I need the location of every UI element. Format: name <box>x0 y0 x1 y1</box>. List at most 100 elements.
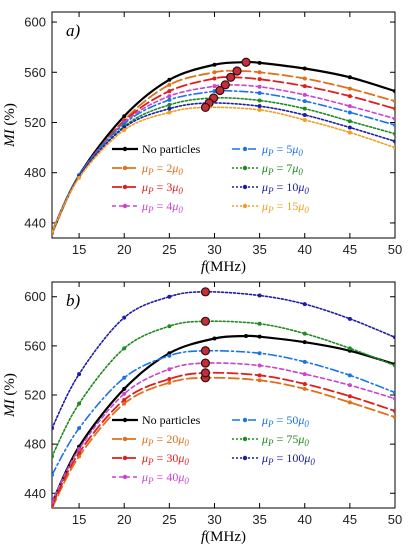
text-span: 0 <box>304 186 309 196</box>
data-point <box>167 294 172 299</box>
text-span: μ <box>261 161 268 175</box>
data-point <box>302 84 307 89</box>
text-span: = <box>274 199 287 213</box>
text-span: 0 <box>184 438 189 448</box>
legend-label: No particles <box>142 142 201 156</box>
text-span: μ <box>261 432 268 446</box>
legend-item: μP = 15μ0 <box>232 199 309 215</box>
text-span: 0 <box>304 419 309 429</box>
text-span: P <box>147 476 154 486</box>
text-span: 0 <box>178 167 183 177</box>
series-5 <box>52 316 395 459</box>
data-point <box>302 92 307 97</box>
x-tick-label: 40 <box>298 512 312 527</box>
text-span: μ <box>261 413 268 427</box>
text-span: μ <box>141 199 148 213</box>
y-tick-label: 560 <box>24 65 46 80</box>
x-tick-label: 25 <box>162 512 176 527</box>
data-point <box>302 106 307 111</box>
peak-marker <box>226 72 236 82</box>
text-span: (MHz) <box>205 259 246 275</box>
data-point <box>302 302 307 307</box>
data-point <box>52 426 54 431</box>
text-span: = <box>154 161 167 175</box>
text-span: 2 <box>166 161 172 175</box>
data-point <box>167 367 172 372</box>
legend-label: μP = 50μ0 <box>261 413 309 429</box>
text-span: 30 <box>166 451 178 465</box>
x-tick-label: 35 <box>252 242 266 257</box>
data-point <box>122 346 127 351</box>
data-point <box>52 472 54 477</box>
data-point <box>244 334 249 339</box>
data-point <box>257 90 262 95</box>
data-point <box>212 336 217 341</box>
legend-item: μP = 5μ0 <box>232 142 303 158</box>
data-point <box>212 84 217 89</box>
series-line <box>52 69 395 234</box>
x-tick-label: 40 <box>298 242 312 257</box>
data-point <box>302 117 307 122</box>
text-span: P <box>147 167 154 177</box>
data-point <box>393 116 395 121</box>
series-line <box>52 106 395 233</box>
data-point <box>302 112 307 117</box>
legend-label: μP = 15μ0 <box>261 199 309 215</box>
text-span: = <box>154 432 167 446</box>
legend-label: No particles <box>142 413 201 427</box>
text-span: 75 <box>286 432 298 446</box>
text-span: μ <box>297 180 304 194</box>
x-tick-label: 50 <box>388 242 402 257</box>
legend-swatch-marker <box>122 146 128 152</box>
data-point <box>167 353 172 358</box>
legend-swatch-marker <box>122 417 128 423</box>
text-span: = <box>274 451 287 465</box>
legend-label: μP = 7μ0 <box>261 161 303 177</box>
legend-item: No particles <box>112 142 201 156</box>
data-point <box>77 401 82 406</box>
data-point <box>77 372 82 377</box>
series-line <box>52 89 395 233</box>
text-span: P <box>267 167 274 177</box>
text-span: 0 <box>178 205 183 215</box>
x-tick-label: 45 <box>343 242 357 257</box>
text-span: 0 <box>298 167 303 177</box>
data-point <box>257 321 262 326</box>
data-point <box>347 125 352 130</box>
data-point <box>257 77 262 82</box>
text-span: μ <box>141 432 148 446</box>
series-line <box>52 60 395 235</box>
text-span: μ <box>297 413 304 427</box>
data-point <box>257 293 262 298</box>
text-span: μ <box>141 470 148 484</box>
text-span: μ <box>171 161 178 175</box>
x-axis-label: f(MHz) <box>201 259 246 275</box>
text-span: P <box>267 457 274 467</box>
text-span: = <box>274 180 287 194</box>
legend-item: μP = 7μ0 <box>232 161 303 177</box>
data-point <box>302 386 307 391</box>
peak-marker <box>200 358 211 368</box>
legend-swatch-marker <box>242 436 248 442</box>
data-point <box>393 408 395 413</box>
panel-label: b) <box>66 291 81 310</box>
text-span: P <box>267 419 274 429</box>
legend-swatch-marker <box>122 165 128 171</box>
y-tick-label: 520 <box>24 115 46 130</box>
peak-marker <box>200 316 211 326</box>
series-5 <box>52 93 395 234</box>
peak-marker <box>200 287 211 297</box>
plot-area <box>52 287 395 508</box>
series-line <box>52 320 395 458</box>
x-tick-label: 45 <box>343 512 357 527</box>
plot-frame <box>51 11 396 239</box>
data-point <box>122 401 127 406</box>
x-tick-label: 15 <box>72 512 86 527</box>
legend-label: μP = 30μ0 <box>141 451 189 467</box>
text-span: 15 <box>286 199 298 213</box>
legend-item: No particles <box>112 413 201 427</box>
text-span: 0 <box>298 148 303 158</box>
series-line <box>52 97 395 233</box>
